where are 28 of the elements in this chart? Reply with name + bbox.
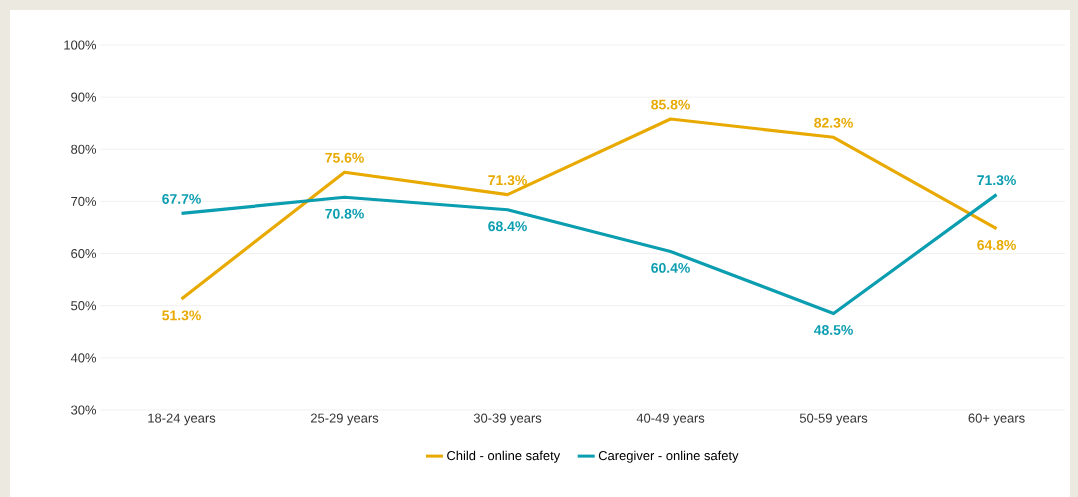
y-tick-label: 60%	[71, 248, 97, 259]
y-tick-label: 100%	[64, 40, 97, 50]
y-tick-label: 80%	[71, 144, 97, 154]
data-label: 71.3%	[977, 175, 1016, 186]
y-tick-label: 70%	[71, 196, 97, 206]
x-tick-label: 60+ years	[968, 413, 1025, 426]
data-label: 70.8%	[325, 208, 364, 219]
x-tick-label: 40-49 years	[636, 413, 705, 426]
y-tick-label: 30%	[71, 405, 97, 415]
y-tick-label: 90%	[71, 92, 97, 102]
y-tick-label: 50%	[71, 301, 97, 311]
data-label: 67.7%	[162, 194, 201, 204]
data-label: 51.3%	[162, 310, 201, 321]
data-label: 68.4%	[488, 221, 527, 232]
legend-label: Caregiver - online safety	[598, 450, 739, 463]
x-tick-label: 18-24 years	[148, 413, 216, 426]
x-tick-label: 30-39 years	[473, 413, 542, 426]
data-label: 71.3%	[488, 175, 527, 186]
data-label: 75.6%	[325, 152, 364, 163]
y-tick-label: 40%	[70, 353, 97, 363]
data-label: 82.3%	[814, 117, 853, 128]
x-tick-label: 25-29 years	[310, 413, 379, 426]
legend-label: Child - online safety	[447, 450, 561, 463]
x-tick-label: 50-59 years	[799, 413, 868, 426]
data-label: 48.5%	[813, 325, 853, 335]
data-label: 85.8%	[651, 99, 690, 110]
data-label: 64.8%	[977, 240, 1016, 250]
data-label: 60.4%	[651, 262, 690, 273]
